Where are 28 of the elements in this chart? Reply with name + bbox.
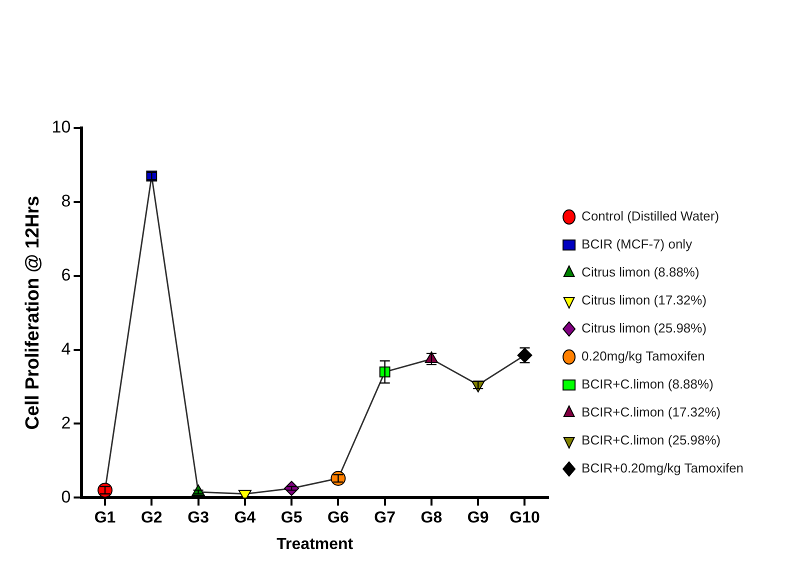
y-tick-label: 2: [61, 413, 71, 432]
y-axis-title: Cell Proliferation @ 12Hrs: [22, 196, 44, 430]
legend-label: BCIR (MCF-7) only: [582, 236, 700, 252]
legend-label: Citrus limon (17.32%): [582, 292, 714, 308]
legend-label: BCIR+C.limon (17.32%): [582, 404, 728, 420]
x-tick-label: G2: [140, 510, 162, 527]
legend-label: BCIR+C.limon (25.98%): [582, 432, 728, 448]
x-tick-label: G1: [94, 510, 116, 527]
legend-label: Citrus limon (8.88%): [582, 264, 707, 280]
legend-label: BCIR+C.limon (8.88%): [582, 376, 721, 392]
x-tick-label: G5: [280, 510, 302, 527]
x-tick-label: G4: [234, 510, 256, 527]
y-tick-label: 10: [52, 118, 71, 137]
legend-label: Citrus limon (25.98%): [582, 320, 714, 336]
x-tick-label: G8: [420, 510, 442, 527]
legend-label: 0.20mg/kg Tamoxifen: [582, 348, 712, 364]
x-tick-label: G7: [374, 510, 396, 527]
y-tick-label: 4: [61, 339, 71, 358]
y-tick-label: 8: [61, 192, 71, 211]
legend-label: BCIR+0.20mg/kg Tamoxifen: [582, 460, 751, 476]
x-tick-label: G3: [188, 510, 210, 527]
legend-label: Control (Distilled Water): [582, 208, 726, 224]
x-tick-label: G6: [328, 510, 349, 527]
x-axis-title: Treatment: [276, 536, 354, 553]
y-tick-label: 0: [61, 487, 71, 506]
x-tick-label: G10: [510, 510, 540, 527]
x-tick-label: G9: [467, 510, 489, 527]
y-tick-label: 6: [61, 266, 71, 285]
